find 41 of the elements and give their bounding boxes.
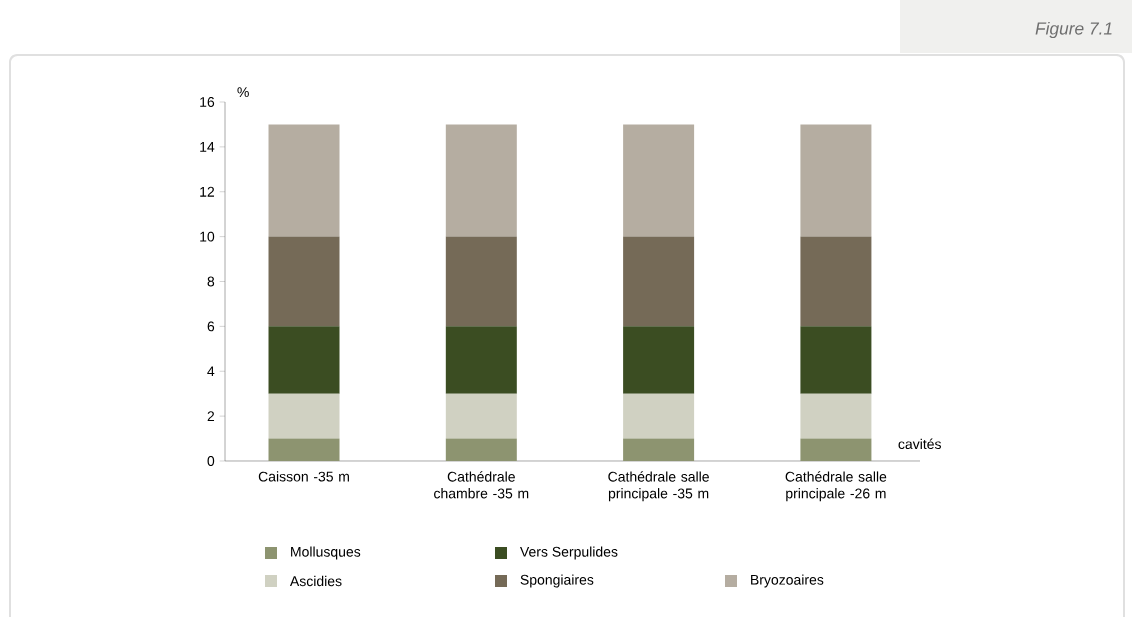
bar — [268, 326, 340, 394]
x-axis-title: cavités — [898, 438, 941, 450]
y-tick-label: 2 — [207, 411, 215, 421]
bar — [445, 236, 517, 327]
x-tick-label: Cathédrale chambre -35 m — [434, 471, 529, 499]
y-tick-label: 0 — [207, 456, 215, 466]
bar — [623, 393, 695, 439]
y-tick-label: 4 — [207, 366, 215, 377]
legend-label: Ascidies — [289, 575, 342, 587]
bar — [623, 438, 695, 461]
bar — [445, 438, 517, 461]
bar — [623, 236, 695, 327]
bar — [445, 124, 517, 237]
bar — [800, 236, 872, 327]
legend-label: Vers Serpulides — [520, 546, 618, 560]
legend-label: Spongiaires — [520, 574, 594, 588]
x-tick-label: Cathédrale salle principale -35 m — [608, 471, 709, 502]
bar — [800, 438, 872, 461]
bar — [268, 438, 340, 461]
y-tick-label: 14 — [200, 142, 215, 152]
bar — [268, 393, 340, 439]
legend-label: Mollusques — [291, 546, 361, 560]
x-tick-label: Caisson -35 m — [258, 471, 349, 482]
bar — [268, 124, 340, 237]
y-tick-label: 12 — [200, 186, 215, 197]
y-tick-label: 10 — [200, 231, 215, 242]
bar — [268, 236, 340, 327]
bar — [800, 124, 872, 237]
bar — [800, 326, 872, 394]
bar — [445, 326, 517, 394]
y-tick-label: 8 — [207, 276, 215, 287]
legend-label: Bryozoaires — [751, 574, 824, 588]
bar — [445, 393, 517, 439]
x-tick-label: Cathédrale salle principale -26 m — [785, 471, 887, 502]
bar — [623, 124, 695, 237]
y-axis-title: % — [237, 87, 249, 98]
bar — [800, 393, 872, 439]
bar — [623, 326, 695, 394]
text: Figure 7.1 — [1035, 21, 1112, 39]
y-tick-label: 16 — [200, 97, 215, 107]
y-tick-label: 6 — [207, 321, 215, 332]
